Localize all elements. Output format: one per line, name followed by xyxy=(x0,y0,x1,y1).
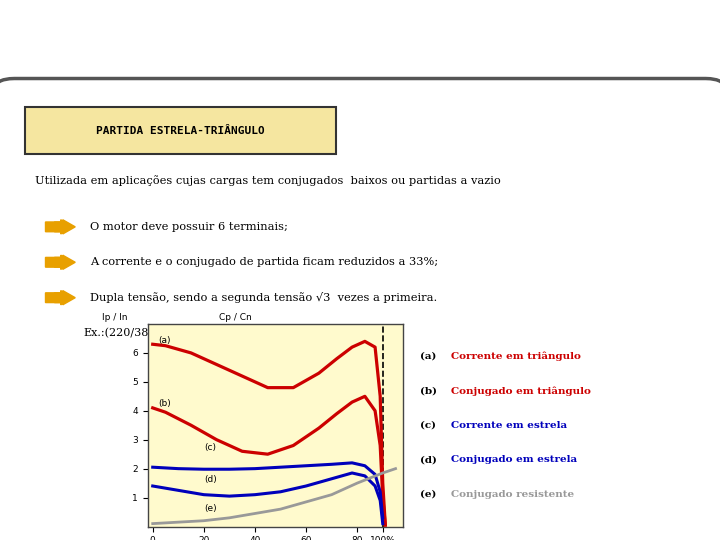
Text: A corrente e o conjugado de partida ficam reduzidos a 33%;: A corrente e o conjugado de partida fica… xyxy=(91,257,438,267)
Text: Conjugado resistente: Conjugado resistente xyxy=(451,490,574,498)
Text: O motor deve possuir 6 terminais;: O motor deve possuir 6 terminais; xyxy=(91,222,288,232)
Text: (d): (d) xyxy=(204,475,217,484)
Text: (e): (e) xyxy=(204,504,217,512)
Text: Dupla tensão, sendo a segunda tensão √3  vezes a primeira.: Dupla tensão, sendo a segunda tensão √3 … xyxy=(91,292,438,303)
Text: (b): (b) xyxy=(420,386,438,395)
FancyArrow shape xyxy=(45,291,73,305)
FancyArrow shape xyxy=(45,255,73,269)
FancyBboxPatch shape xyxy=(24,107,336,154)
Text: Corrente em estrela: Corrente em estrela xyxy=(451,421,567,430)
Text: (c): (c) xyxy=(420,421,436,430)
Text: Ip / In: Ip / In xyxy=(102,313,127,322)
FancyArrow shape xyxy=(45,220,73,234)
Text: Conjugado em triângulo: Conjugado em triângulo xyxy=(451,386,590,396)
Text: (b): (b) xyxy=(158,400,171,408)
Text: (c): (c) xyxy=(204,443,216,452)
Text: Ex.:(220/380Volts): Ex.:(220/380Volts) xyxy=(84,328,188,338)
Text: (a): (a) xyxy=(158,336,171,345)
FancyArrow shape xyxy=(55,255,75,269)
Text: Corrente em triângulo: Corrente em triângulo xyxy=(451,352,580,361)
Text: Conjugado em estrela: Conjugado em estrela xyxy=(451,455,577,464)
Text: Cp / Cn: Cp / Cn xyxy=(219,313,252,322)
Text: PARTIDA ESTRELA-TRIÂNGULO: PARTIDA ESTRELA-TRIÂNGULO xyxy=(96,126,265,136)
FancyBboxPatch shape xyxy=(0,78,720,540)
Text: (a): (a) xyxy=(420,352,437,361)
Text: ELETROTÉCNICA: ELETROTÉCNICA xyxy=(212,29,464,57)
Text: Utilizada em aplicações cujas cargas tem conjugados  baixos ou partidas a vazio: Utilizada em aplicações cujas cargas tem… xyxy=(35,175,501,186)
FancyArrow shape xyxy=(55,220,75,234)
Text: (d): (d) xyxy=(420,455,437,464)
Text: (e): (e) xyxy=(420,490,437,498)
FancyArrow shape xyxy=(55,291,75,305)
